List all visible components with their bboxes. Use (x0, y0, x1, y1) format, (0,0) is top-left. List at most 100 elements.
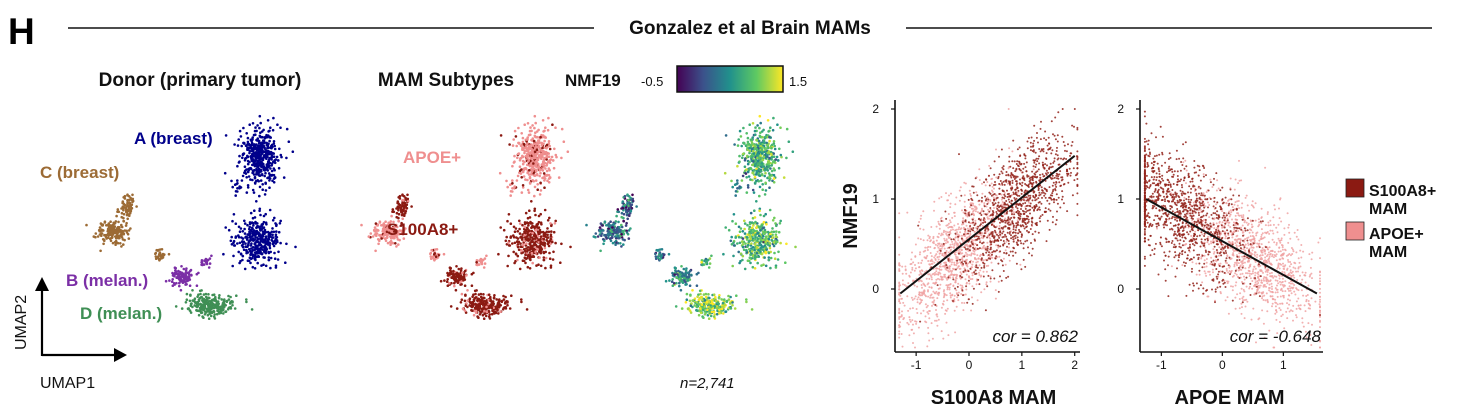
umap-donor-point (125, 231, 129, 234)
umap-nmf19-point (769, 235, 772, 238)
umap-nmf19-point (733, 307, 737, 310)
umap-subtype-point (390, 214, 393, 218)
umap-subtype-point (551, 258, 555, 261)
umap-donor-point (257, 162, 260, 165)
scatter-point (930, 255, 933, 258)
scatter-point (945, 238, 948, 241)
umap-nmf19-point (746, 223, 749, 227)
umap-nmf19-point (688, 309, 692, 312)
umap-donor-point (167, 252, 171, 256)
umap-subtype-point (510, 294, 513, 298)
umap-nmf19-point (707, 266, 711, 269)
umap-subtype-point (404, 210, 408, 213)
umap-donor-point (251, 188, 255, 192)
umap-subtype-point (499, 310, 502, 314)
umap-subtype-point (529, 256, 532, 259)
umap-donor-point (210, 254, 213, 258)
umap-donor-point (205, 300, 209, 304)
umap-nmf19-point (598, 226, 602, 229)
umap-subtype-point (506, 185, 510, 189)
umap-nmf19-point (722, 312, 725, 315)
umap-nmf19-point (712, 310, 716, 314)
scatter-point (949, 296, 952, 299)
umap-nmf19-point (658, 252, 661, 255)
umap-nmf19-point (627, 198, 630, 202)
umap-nmf19-point (782, 176, 786, 179)
umap-donor-point (257, 156, 261, 160)
umap-donor-point (201, 298, 204, 302)
scatter-point (966, 255, 969, 258)
umap-subtype-point (537, 128, 540, 132)
umap-subtype-point (531, 237, 535, 241)
scatter-point (942, 296, 945, 299)
umap-nmf19-point (607, 234, 611, 237)
umap-subtype-point (507, 213, 511, 216)
umap-subtype-point (477, 316, 480, 320)
umap-donor-point (248, 233, 251, 237)
umap-donor-point (255, 138, 258, 142)
umap-subtype-point (429, 255, 433, 258)
umap-nmf19-point (773, 257, 777, 261)
umap-donor-point (256, 124, 259, 127)
umap-donor-point (206, 313, 210, 317)
umap-subtype-point (492, 296, 496, 300)
umap-nmf19-point (762, 155, 766, 159)
umap-nmf19-point (737, 235, 741, 239)
umap-nmf19-point (753, 144, 757, 147)
scatter-point (938, 265, 941, 268)
umap-donor-point (227, 298, 231, 301)
umap-subtype-point (546, 179, 549, 183)
umap-subtype-point (520, 298, 523, 301)
umap-nmf19-point (759, 131, 762, 134)
umap-subtype-point (534, 229, 537, 232)
umap-subtype-point (549, 233, 553, 236)
umap-subtype-point (529, 220, 532, 224)
umap-nmf19-point (750, 141, 754, 145)
umap-nmf19-point (680, 265, 683, 268)
umap-subtype-point (530, 200, 533, 203)
umap-nmf19-point (620, 233, 623, 236)
umap-subtype-point (460, 292, 464, 296)
umap-nmf19-point (750, 250, 754, 253)
umap-donor-point (246, 259, 250, 263)
scatter-point (935, 309, 937, 311)
umap-donor-point (116, 208, 120, 211)
umap-subtype-point (553, 222, 557, 225)
umap-subtype-point (474, 296, 477, 300)
umap-donor-point (196, 309, 199, 313)
umap-subtype-point (528, 175, 532, 179)
umap-donor-point (245, 132, 248, 135)
umap-subtype-point (402, 237, 406, 240)
umap-nmf19-point (609, 220, 612, 223)
umap-subtype-point (490, 312, 494, 316)
umap-nmf19-point (696, 309, 699, 313)
umap-donor-point (285, 127, 289, 131)
umap-donor-point (241, 174, 245, 178)
umap-nmf19-point (758, 185, 762, 189)
umap-nmf19-point (774, 222, 777, 225)
umap-subtype-point (463, 284, 467, 288)
umap-nmf19-point (770, 164, 773, 167)
scatter-point (911, 268, 914, 271)
scatter-point (950, 192, 952, 195)
umap-subtype-point (538, 169, 542, 172)
umap-donor-point (98, 226, 102, 229)
umap-subtype-point (429, 257, 433, 261)
umap-donor-point (188, 299, 192, 303)
umap-nmf19-point (674, 266, 677, 270)
umap-donor-point (201, 263, 204, 267)
umap-donor-point (186, 307, 190, 311)
umap-donor-point (178, 284, 181, 288)
umap-subtype-point (549, 266, 553, 269)
umap-donor-point (254, 173, 258, 176)
umap-subtype-point (528, 129, 532, 133)
umap-subtype-point (533, 194, 536, 198)
umap-subtype-point (534, 250, 537, 253)
umap-subtype-point (520, 249, 523, 253)
umap-donor-point (261, 248, 264, 251)
umap-donor-point (180, 280, 184, 283)
umap-subtype-point (391, 234, 395, 238)
umap-subtype-point (487, 293, 491, 297)
umap-nmf19-point (735, 294, 738, 298)
